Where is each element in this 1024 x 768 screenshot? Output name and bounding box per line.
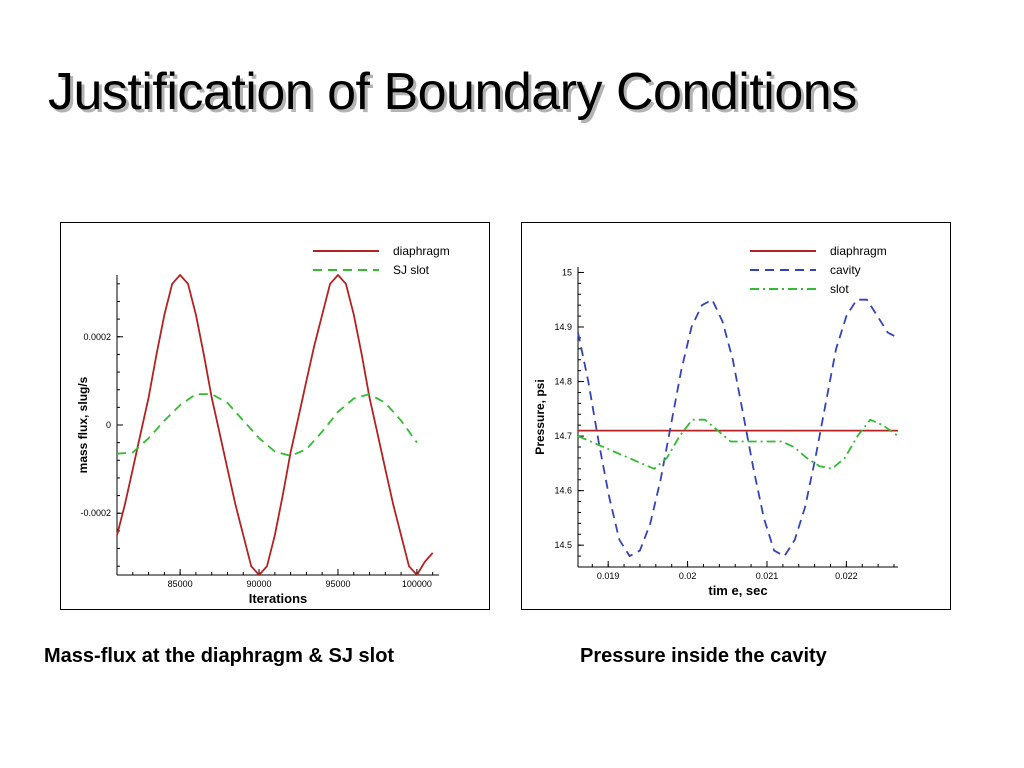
x-axis-label: Iterations: [249, 591, 308, 606]
series-sj-slot-line: [116, 393, 418, 457]
x-tick-label: 0.021: [756, 571, 779, 581]
x-tick-label: 0.02: [679, 571, 697, 581]
mass-flux-caption: Mass-flux at the diaphragm & SJ slot: [44, 645, 395, 667]
series-slot-line: [577, 418, 899, 470]
y-tick-label: 0: [106, 420, 111, 430]
slide-title: Justification of Boundary Conditions: [48, 63, 857, 121]
y-tick-label: 14.5: [554, 540, 572, 550]
y-tick-label: 14.9: [554, 322, 572, 332]
mass-flux-chart-svg: 85000 90000 95000 100000 -0.0002 0 0.0002 Itera…: [76, 244, 450, 606]
pressure-chart: 0.019 0.02 0.021 0.022 14.5 14.6 14.7 14.8 14.9 1…: [521, 222, 951, 610]
y-tick-label: 15: [562, 267, 572, 277]
y-tick-label: 0.0002: [83, 332, 111, 342]
y-tick-label: 14.7: [554, 431, 572, 441]
x-tick-label: 0.022: [835, 571, 858, 581]
x-tick-label: 85000: [168, 579, 193, 589]
x-axis-label: tim e, sec: [708, 583, 767, 598]
legend-label: diaphragm: [830, 244, 887, 258]
legend-label: SJ slot: [393, 263, 430, 277]
x-tick-label: 90000: [247, 579, 272, 589]
pressure-chart-svg: 0.019 0.02 0.021 0.022 14.5 14.6 14.7 14.8 14.9 1…: [533, 244, 899, 598]
series-diaphragm-line: [116, 274, 434, 576]
legend-label: slot: [830, 282, 849, 296]
legend-label: cavity: [830, 263, 861, 277]
y-axis-label: mass flux, slug/s: [76, 376, 90, 473]
legend-label: diaphragm: [393, 244, 450, 258]
y-tick-label: -0.0002: [80, 508, 111, 518]
mass-flux-chart: 85000 90000 95000 100000 -0.0002 0 0.0002 Itera…: [60, 222, 490, 610]
y-tick-label: 14.8: [554, 377, 572, 387]
x-tick-label: 95000: [325, 579, 350, 589]
x-tick-label: 0.019: [597, 571, 620, 581]
y-axis-label: Pressure, psi: [533, 379, 547, 454]
pressure-caption: Pressure inside the cavity: [580, 645, 827, 667]
series-cavity-line: [577, 298, 899, 557]
x-tick-label: 100000: [402, 579, 432, 589]
y-tick-label: 14.6: [554, 486, 572, 496]
